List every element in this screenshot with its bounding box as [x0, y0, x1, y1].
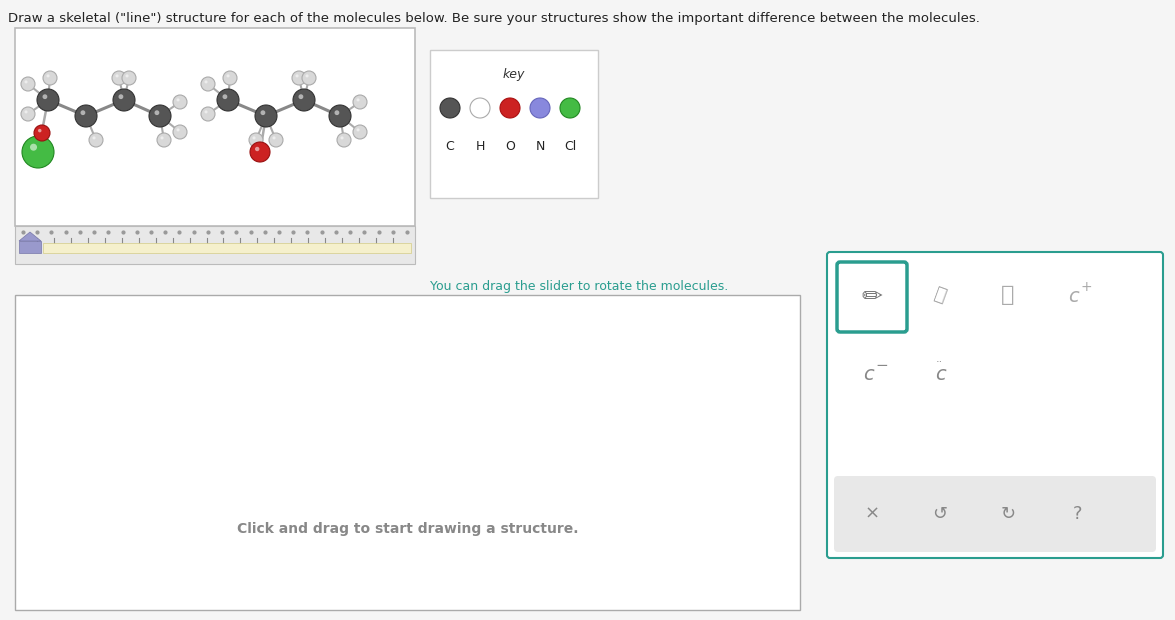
Circle shape [173, 95, 187, 109]
Text: ✋: ✋ [1001, 285, 1015, 305]
Circle shape [223, 71, 237, 85]
Circle shape [31, 144, 38, 151]
Circle shape [47, 74, 49, 78]
Circle shape [154, 110, 160, 115]
Circle shape [113, 89, 135, 111]
Bar [43, 243, 411, 253]
Circle shape [34, 125, 51, 141]
Circle shape [273, 136, 276, 140]
Circle shape [439, 98, 459, 118]
Circle shape [337, 133, 351, 147]
FancyBboxPatch shape [834, 476, 1156, 552]
Circle shape [112, 71, 126, 85]
Bar [15, 295, 800, 610]
Circle shape [36, 89, 59, 111]
Circle shape [352, 125, 367, 139]
Circle shape [176, 128, 180, 131]
Text: Click and drag to start drawing a structure.: Click and drag to start drawing a struct… [236, 522, 578, 536]
Circle shape [293, 89, 315, 111]
Circle shape [119, 94, 123, 99]
Circle shape [22, 136, 54, 168]
Circle shape [298, 94, 303, 99]
Text: c: c [862, 366, 873, 384]
Text: c: c [1068, 288, 1079, 306]
Text: O: O [505, 140, 515, 153]
Bar [15, 28, 415, 226]
Circle shape [21, 107, 35, 121]
Circle shape [201, 107, 215, 121]
Circle shape [21, 77, 35, 91]
Text: Cl: Cl [564, 140, 576, 153]
Text: ✏: ✏ [861, 285, 882, 309]
Circle shape [341, 136, 343, 140]
Text: key: key [503, 68, 525, 81]
Bar [430, 50, 598, 198]
Text: ×: × [865, 505, 880, 523]
Circle shape [217, 89, 239, 111]
Circle shape [93, 136, 95, 140]
Circle shape [201, 77, 215, 91]
Circle shape [255, 147, 260, 151]
Polygon shape [19, 232, 41, 241]
Text: −: − [875, 358, 888, 373]
Circle shape [295, 74, 298, 78]
Circle shape [530, 98, 550, 118]
Text: Draw a skeletal ("line") structure for each of the molecules below. Be sure your: Draw a skeletal ("line") structure for e… [8, 12, 980, 25]
FancyBboxPatch shape [827, 252, 1163, 558]
Circle shape [38, 129, 41, 132]
Circle shape [81, 110, 86, 115]
Circle shape [560, 98, 580, 118]
Text: C: C [445, 140, 455, 153]
Text: c: c [934, 366, 946, 384]
Circle shape [89, 133, 103, 147]
Text: +: + [1080, 280, 1092, 294]
Bar [19, 241, 41, 253]
Text: N: N [536, 140, 545, 153]
Circle shape [75, 105, 98, 127]
Bar [15, 226, 415, 264]
Circle shape [25, 110, 27, 113]
Circle shape [261, 110, 266, 115]
Circle shape [335, 110, 340, 115]
Circle shape [255, 105, 277, 127]
Circle shape [470, 98, 490, 118]
Circle shape [149, 105, 172, 127]
Text: You can drag the slider to rotate the molecules.: You can drag the slider to rotate the mo… [430, 280, 728, 293]
Circle shape [250, 142, 270, 162]
Circle shape [302, 71, 316, 85]
Text: ⬜: ⬜ [932, 284, 948, 306]
Text: ↺: ↺ [933, 505, 947, 523]
Circle shape [329, 105, 351, 127]
Circle shape [253, 136, 256, 140]
Circle shape [306, 74, 309, 78]
Circle shape [204, 81, 208, 84]
Circle shape [501, 98, 521, 118]
Circle shape [249, 133, 263, 147]
Circle shape [157, 133, 172, 147]
Circle shape [122, 71, 136, 85]
Text: ?: ? [1073, 505, 1082, 523]
Circle shape [42, 94, 47, 99]
Text: H: H [476, 140, 484, 153]
Text: ··: ·· [935, 357, 942, 367]
Circle shape [356, 99, 360, 102]
Circle shape [161, 136, 163, 140]
Circle shape [115, 74, 119, 78]
Circle shape [227, 74, 229, 78]
Circle shape [269, 133, 283, 147]
Circle shape [352, 95, 367, 109]
FancyBboxPatch shape [837, 262, 907, 332]
Circle shape [43, 71, 58, 85]
Circle shape [173, 125, 187, 139]
Text: ↻: ↻ [1000, 505, 1015, 523]
Circle shape [293, 71, 306, 85]
Circle shape [126, 74, 128, 78]
Circle shape [356, 128, 360, 131]
Circle shape [204, 110, 208, 113]
Circle shape [25, 81, 27, 84]
Circle shape [222, 94, 227, 99]
Circle shape [176, 99, 180, 102]
